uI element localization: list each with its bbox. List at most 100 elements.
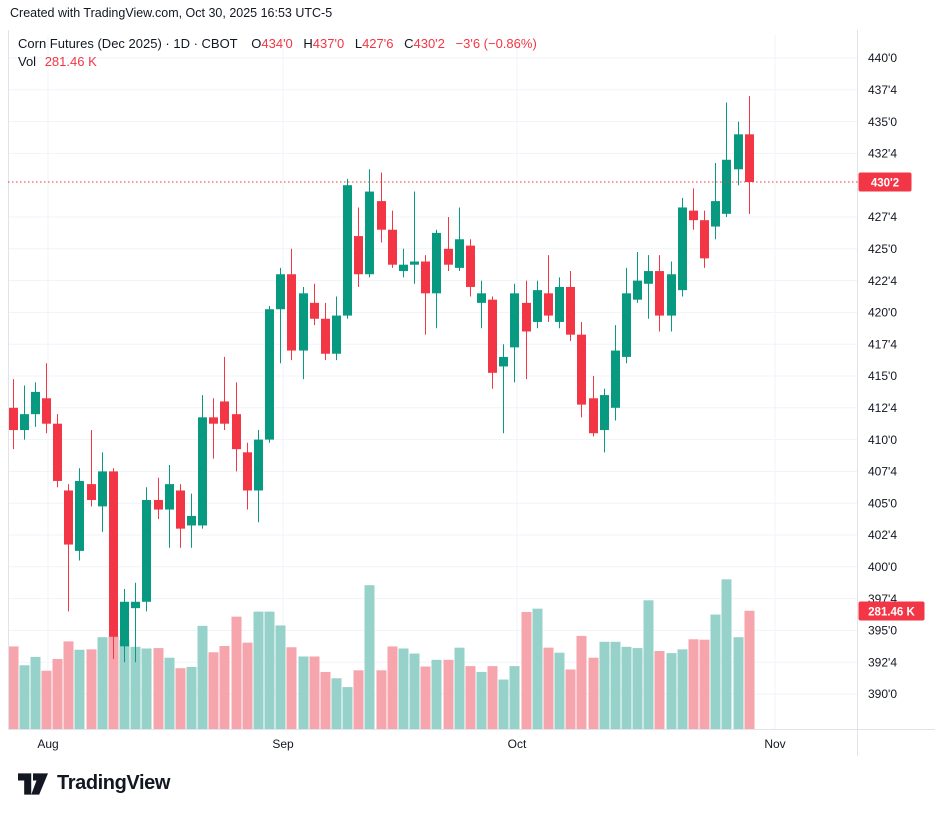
high-value: 437'0 [312, 36, 345, 51]
candle-body [455, 239, 464, 268]
candle [566, 271, 575, 342]
volume-bar [119, 640, 130, 729]
volume-bar [409, 653, 420, 729]
price-axis-label: 405'0 [868, 496, 897, 510]
candle-body [499, 356, 508, 367]
candle [276, 267, 285, 364]
candle [176, 484, 185, 548]
volume-bar [632, 648, 643, 729]
candle [321, 302, 330, 361]
tradingview-wordmark: TradingView [57, 772, 171, 794]
grid [8, 35, 858, 729]
candle-body [644, 271, 653, 284]
candle [232, 382, 241, 472]
price-axis-label: 425'0 [868, 242, 897, 256]
price-axis-label: 420'0 [868, 306, 897, 320]
volume-bar [588, 657, 599, 729]
candle-body [98, 471, 107, 507]
candle [444, 217, 453, 272]
volume-bar [621, 646, 632, 729]
volume-bar [186, 666, 197, 729]
candle [299, 286, 308, 380]
candle [9, 379, 18, 450]
price-axis-label: 400'0 [868, 560, 897, 574]
candle [734, 121, 743, 186]
candle [109, 468, 118, 660]
candle-body [544, 293, 553, 316]
candle-body [209, 417, 218, 424]
time-axis[interactable]: Aug Sep Oct Nov [37, 737, 785, 751]
candle-body [53, 423, 62, 481]
last-price-badge: 430'2 [858, 172, 912, 192]
volume-bar [476, 671, 487, 729]
tradingview-logo[interactable]: TradingView [18, 772, 170, 795]
volume-bar [465, 666, 476, 729]
candle-body [577, 334, 586, 405]
candle-body [243, 452, 252, 491]
candle [410, 191, 419, 284]
candle-body [198, 417, 207, 526]
candle-body [611, 350, 620, 408]
volume-bar [677, 649, 688, 729]
candle-body [276, 274, 285, 310]
candle-body [31, 391, 40, 415]
candle [589, 376, 598, 437]
candle-body [533, 290, 542, 322]
candle [745, 96, 754, 214]
candle [20, 385, 29, 440]
candle [365, 169, 374, 278]
candle [644, 255, 653, 319]
candle [678, 197, 687, 297]
symbol-title[interactable]: Corn Futures (Dec 2025) · 1D · CBOT [18, 36, 238, 51]
volume-bar [253, 611, 264, 729]
time-axis-label: Sep [272, 737, 294, 751]
volume-bar [298, 656, 309, 729]
open-value: 434'0 [261, 36, 293, 51]
candle [711, 162, 720, 240]
volume-bar [733, 637, 744, 729]
candle-body [622, 293, 631, 357]
candle-body [343, 185, 352, 316]
candle [343, 178, 352, 319]
volume-bar [97, 637, 108, 729]
candle-body [466, 245, 475, 287]
volume-bar [744, 610, 755, 729]
candle-body [399, 264, 408, 272]
candle [544, 255, 553, 322]
close-label: C [404, 36, 414, 51]
volume-bar [8, 646, 19, 729]
candle-body [377, 201, 386, 230]
low-label: L [354, 36, 363, 51]
candle [510, 283, 519, 383]
candle-body [410, 261, 419, 265]
candle-body [142, 500, 151, 602]
candle-body [388, 229, 397, 265]
candle [722, 102, 731, 217]
time-axis-label: Aug [37, 737, 58, 751]
candle-body [321, 318, 330, 354]
volume-legend: Vol 281.46 K [18, 54, 97, 69]
candle-body [477, 293, 486, 303]
candle [142, 487, 151, 612]
volume-bar [175, 668, 186, 729]
volume-bar [164, 657, 175, 729]
volume-value: 281.46 K [44, 54, 97, 69]
candle-body [522, 302, 531, 332]
candle [377, 172, 386, 243]
candle-body [165, 484, 174, 510]
candle-body [154, 500, 163, 510]
volume-bar [599, 641, 610, 729]
volume-bar [509, 666, 520, 729]
candle [689, 188, 698, 230]
candle [332, 296, 341, 361]
attribution-bar: Created with TradingView.com, Oct 30, 20… [10, 6, 332, 20]
volume-badge-text: 281.46 K [868, 606, 915, 618]
price-axis-label: 415'0 [868, 369, 897, 383]
candle [310, 283, 319, 326]
candle-body [232, 414, 241, 450]
candle [388, 210, 397, 268]
tradingview-logo-icon [18, 772, 48, 795]
volume-bar [219, 645, 230, 729]
